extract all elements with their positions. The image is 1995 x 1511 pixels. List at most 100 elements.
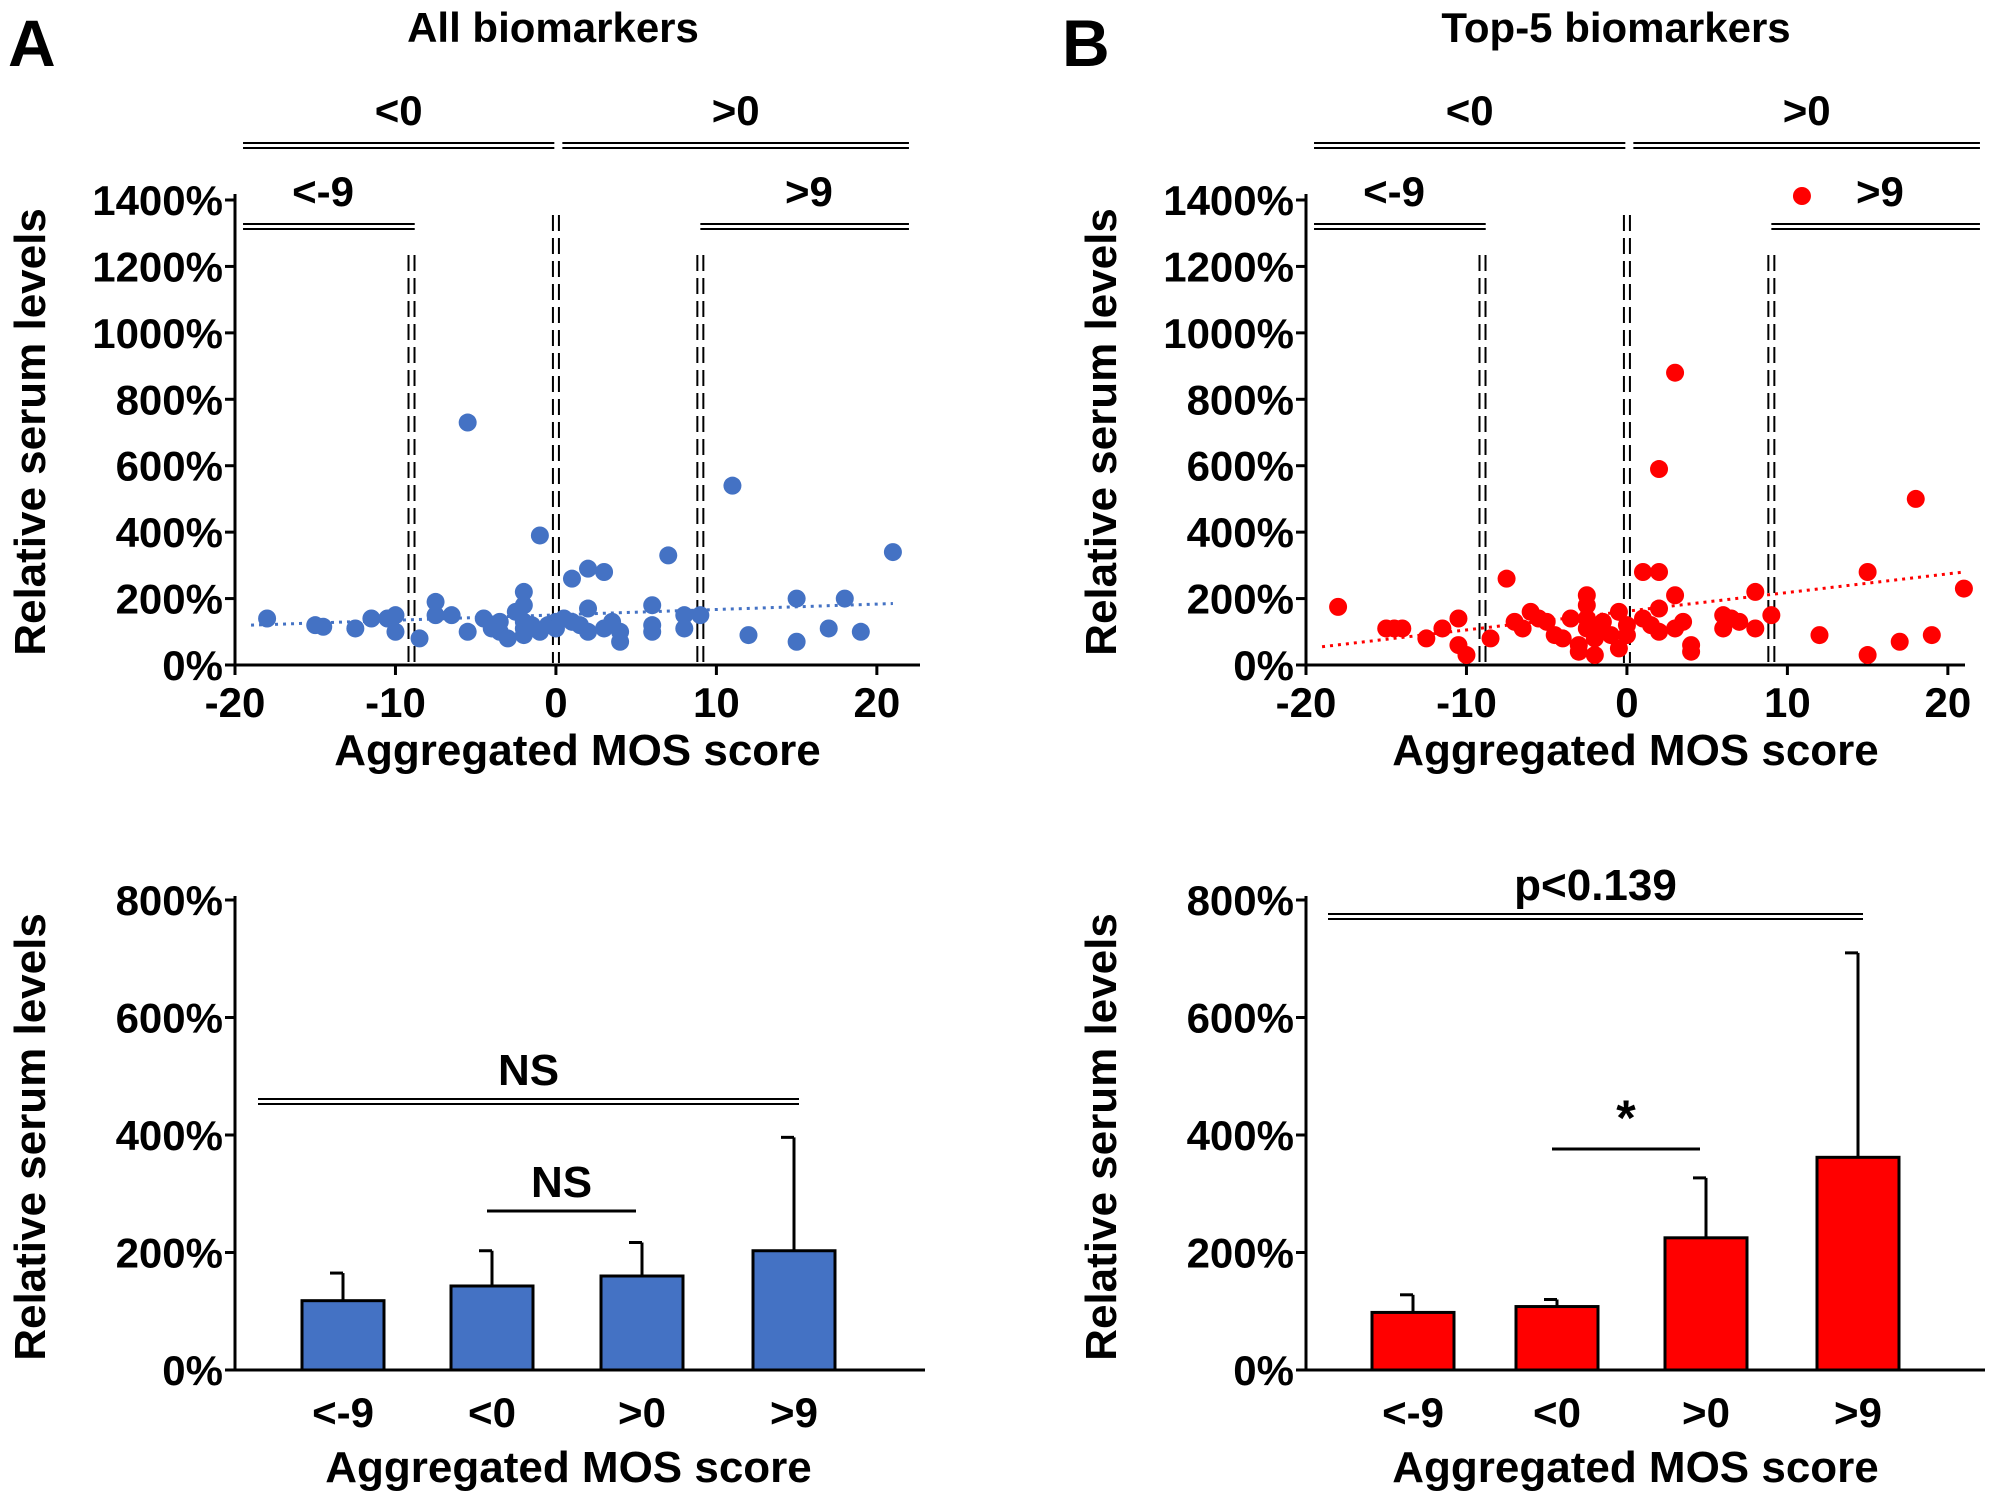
y-axis-title: Relative serum levels [1077, 913, 1126, 1361]
data-point [675, 606, 694, 625]
y-tick-label: 200% [1187, 1230, 1294, 1277]
data-point [514, 596, 533, 615]
x-category-label: >0 [1682, 1389, 1730, 1436]
data-point [739, 626, 758, 645]
data-point [1537, 612, 1556, 631]
data-point [1481, 629, 1500, 648]
data-point [1650, 563, 1669, 581]
data-point [1650, 622, 1669, 641]
data-point [1954, 579, 1973, 598]
x-tick-label: -10 [1436, 679, 1497, 726]
data-point [835, 589, 854, 608]
x-category-label: <0 [468, 1389, 516, 1436]
trend-line [1321, 570, 1965, 649]
y-tick-label: 1200% [92, 243, 223, 290]
data-point [1457, 646, 1476, 665]
data-point [1553, 629, 1572, 648]
data-point [530, 526, 549, 545]
y-tick-label: 600% [1187, 443, 1294, 490]
x-category-label: >9 [770, 1389, 818, 1436]
data-point [611, 632, 630, 651]
x-category-label: <0 [1533, 1389, 1581, 1436]
data-point [643, 622, 662, 641]
x-axis-title: Aggregated MOS score [1392, 726, 1879, 775]
panel-a-scatter-chart: All biomarkers 0% 200% 400% 600% 800% 1000% 120… [6, 4, 920, 775]
data-point [723, 476, 742, 495]
group-bracket-label: >9 [785, 168, 833, 215]
data-point [514, 582, 533, 601]
data-point [458, 622, 477, 641]
data-point [691, 606, 710, 625]
y-tick-label: 600% [116, 995, 223, 1042]
panel-b-scatter-chart: Top-5 biomarkers 0% 200% 400% 600% 800% 1000% 1… [1077, 4, 1980, 775]
data-point [579, 622, 598, 641]
data-point [595, 563, 614, 581]
bar [1815, 1155, 1901, 1372]
data-point [1593, 612, 1612, 631]
panel-a-bar-chart: 0% 200% 400% 600% 800% <-9 <0 >0 >9 Aggregated MO… [6, 877, 925, 1492]
data-point [314, 617, 333, 636]
data-point [1858, 563, 1877, 581]
data-point [675, 619, 694, 638]
data-point [787, 589, 806, 608]
legend-label: >9 [1856, 172, 1904, 219]
y-tick-label: 600% [116, 443, 223, 490]
y-tick-label: 200% [116, 1230, 223, 1277]
y-tick-label: 1400% [1163, 177, 1294, 224]
x-tick-label: 10 [693, 679, 740, 726]
data-point [1393, 619, 1412, 638]
group-bracket-label: >0 [1783, 87, 1831, 134]
y-tick-label: 400% [1187, 509, 1294, 556]
data-point [258, 609, 277, 628]
data-point [386, 622, 405, 641]
x-tick-label: 20 [1925, 679, 1972, 726]
data-point [643, 596, 662, 615]
x-category-label: <-9 [312, 1389, 374, 1436]
data-point [787, 632, 806, 651]
y-tick-label: 1200% [1163, 243, 1294, 290]
data-point [1762, 606, 1781, 625]
y-tick-label: 400% [116, 1112, 223, 1159]
y-tick-label: 0% [1233, 642, 1294, 689]
y-tick-label: 800% [1187, 877, 1294, 924]
data-point [410, 629, 429, 648]
data-point [1650, 460, 1669, 479]
y-tick-label: 800% [116, 376, 223, 423]
data-point [1906, 489, 1925, 508]
data-point [883, 543, 902, 562]
data-point [1601, 626, 1620, 645]
chart-title: Top-5 biomarkers [1441, 4, 1790, 51]
data-point [1513, 619, 1532, 638]
bar [1663, 1236, 1749, 1372]
data-point [426, 592, 445, 611]
x-axis-title: Aggregated MOS score [334, 726, 821, 775]
data-point [1890, 632, 1909, 651]
y-axis-title: Relative serum levels [1077, 208, 1126, 656]
data-point [1449, 609, 1468, 628]
y-tick-label: 1000% [1163, 310, 1294, 357]
x-tick-label: -20 [205, 679, 266, 726]
x-tick-label: 0 [1615, 679, 1638, 726]
x-tick-label: 0 [544, 679, 567, 726]
group-bracket-label: <0 [375, 87, 423, 134]
y-tick-label: 800% [116, 877, 223, 924]
data-point [1666, 586, 1685, 605]
data-point [1650, 599, 1669, 618]
data-point [579, 559, 598, 578]
data-point [579, 599, 598, 618]
data-point [386, 606, 405, 625]
data-point [1569, 642, 1588, 661]
data-point [1577, 596, 1596, 615]
chart-title: All biomarkers [407, 4, 699, 51]
bar [300, 1299, 386, 1372]
group-bracket-label: <0 [1446, 87, 1494, 134]
x-axis-title: Aggregated MOS score [1392, 1443, 1879, 1492]
data-point [1609, 639, 1628, 658]
y-tick-label: 200% [1187, 576, 1294, 623]
data-point [659, 546, 678, 565]
data-point [1497, 569, 1516, 588]
significance-label: p<0.139 [1514, 861, 1677, 910]
y-axis-title: Relative serum levels [6, 208, 55, 656]
significance-label: NS [498, 1046, 559, 1095]
